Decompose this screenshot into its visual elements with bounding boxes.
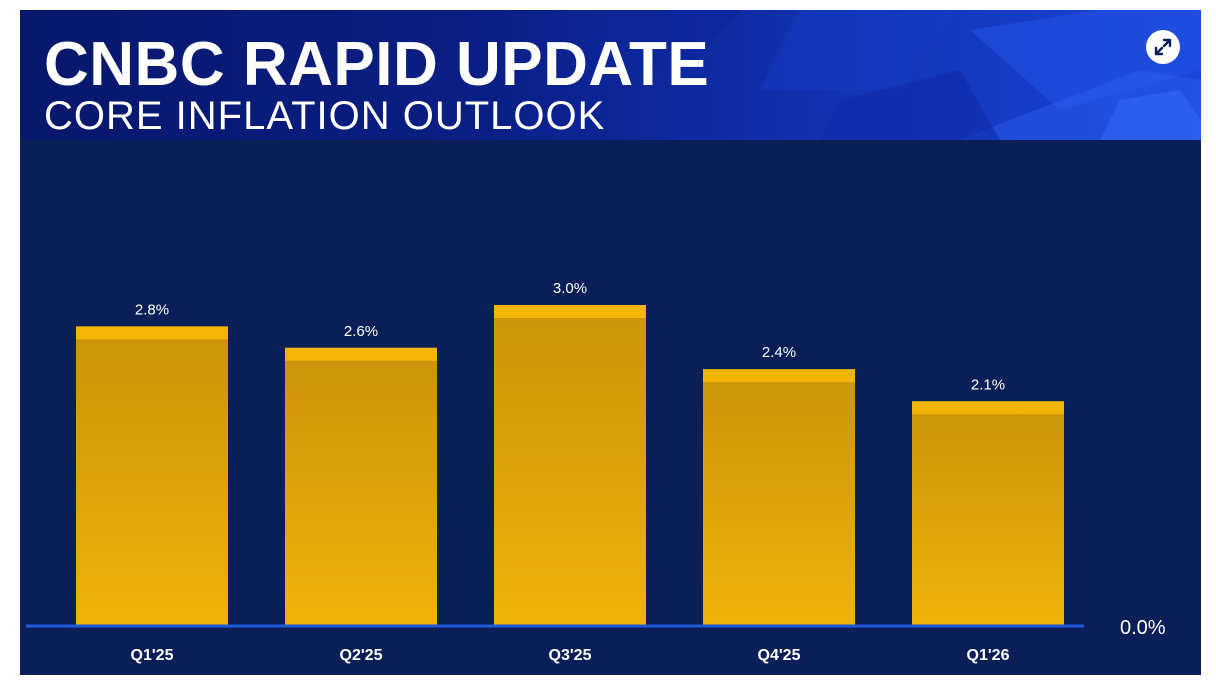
bar-group-2: 2.6% Q2'25 — [285, 323, 437, 664]
bar-cap — [494, 305, 646, 318]
bar-cap — [76, 326, 228, 340]
bar — [494, 305, 646, 626]
expand-button[interactable] — [1146, 30, 1180, 64]
x-tick-label: Q4'25 — [758, 647, 801, 664]
x-tick-label: Q1'26 — [967, 647, 1010, 664]
bar — [76, 326, 228, 626]
chart-frame: CNBC RAPID UPDATE CORE INFLATION OUTLOOK… — [20, 10, 1201, 675]
bar-group-1: 2.8% Q1'25 — [76, 301, 228, 664]
bar — [703, 369, 855, 626]
x-tick-label: Q1'25 — [131, 647, 174, 664]
header-decoration — [580, 10, 1201, 140]
bar-group-3: 3.0% Q3'25 — [494, 280, 646, 664]
bar-value-label: 2.8% — [135, 301, 169, 318]
x-tick-label: Q2'25 — [340, 647, 383, 664]
bar-value-label: 2.4% — [762, 344, 796, 361]
bar-cap — [912, 401, 1064, 415]
plot-area: 2.8% Q1'25 2.6% Q2'25 3.0% Q3'25 2.4% Q4'25 2.1%… — [20, 140, 1201, 675]
zero-axis-label: 0.0% — [1120, 617, 1166, 639]
page-subtitle: CORE INFLATION OUTLOOK — [44, 94, 606, 138]
expand-arrows-icon — [1154, 38, 1172, 56]
bar-cap — [703, 369, 855, 383]
bar-value-label: 3.0% — [553, 280, 587, 297]
x-tick-label: Q3'25 — [549, 647, 592, 664]
bar-cap — [285, 347, 437, 361]
bar — [285, 347, 437, 626]
bar-chart: 2.8% Q1'25 2.6% Q2'25 3.0% Q3'25 2.4% Q4'25 2.1%… — [26, 280, 1166, 664]
bar — [912, 401, 1064, 626]
bar-value-label: 2.6% — [344, 323, 378, 340]
bar-value-label: 2.1% — [971, 376, 1005, 393]
bar-group-5: 2.1% Q1'26 — [912, 376, 1064, 664]
page-title: CNBC RAPID UPDATE — [44, 30, 710, 99]
bar-group-4: 2.4% Q4'25 — [703, 344, 855, 664]
header-banner: CNBC RAPID UPDATE CORE INFLATION OUTLOOK — [20, 10, 1201, 140]
